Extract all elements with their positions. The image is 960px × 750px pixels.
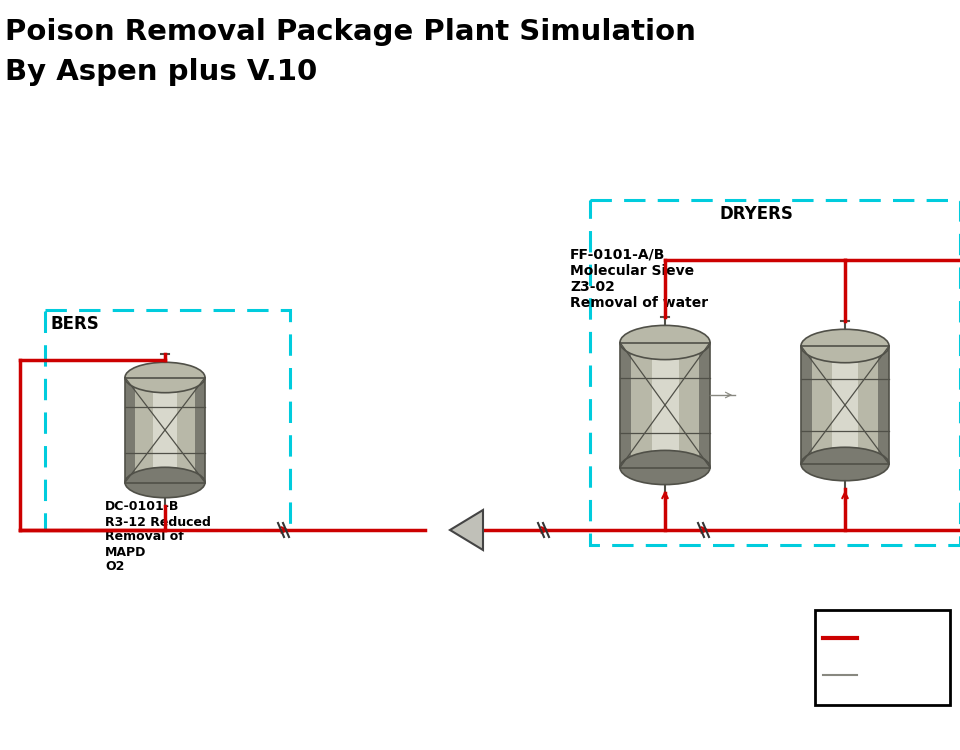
Text: FF-0101-A/B
Molecular Sieve
Z3-02
Removal of water: FF-0101-A/B Molecular Sieve Z3-02 Remova… <box>570 248 708 310</box>
FancyBboxPatch shape <box>620 343 631 467</box>
FancyBboxPatch shape <box>831 346 858 464</box>
FancyBboxPatch shape <box>620 343 710 467</box>
Ellipse shape <box>620 326 710 359</box>
FancyBboxPatch shape <box>196 377 205 482</box>
Polygon shape <box>450 510 483 550</box>
Ellipse shape <box>801 447 889 481</box>
Bar <box>590 200 960 545</box>
Text: BERS: BERS <box>50 315 99 333</box>
Ellipse shape <box>125 362 205 393</box>
Ellipse shape <box>801 329 889 363</box>
Ellipse shape <box>125 467 205 498</box>
Bar <box>815 610 950 705</box>
Text: By Aspen plus V.10: By Aspen plus V.10 <box>5 58 317 86</box>
Bar <box>45 310 290 530</box>
FancyBboxPatch shape <box>153 377 177 482</box>
Text: Poison Removal Package Plant Simulation: Poison Removal Package Plant Simulation <box>5 18 696 46</box>
FancyBboxPatch shape <box>878 346 889 464</box>
FancyBboxPatch shape <box>125 377 205 482</box>
FancyBboxPatch shape <box>652 343 679 467</box>
Text: DC-0101-B
R3-12 Reduced
Removal of
MAPD
O2: DC-0101-B R3-12 Reduced Removal of MAPD … <box>105 500 211 574</box>
Ellipse shape <box>620 451 710 484</box>
FancyBboxPatch shape <box>699 343 710 467</box>
FancyBboxPatch shape <box>125 377 134 482</box>
FancyBboxPatch shape <box>801 346 811 464</box>
Text: Major Str: Major Str <box>863 632 928 644</box>
FancyBboxPatch shape <box>801 346 889 464</box>
Text: Minor Str: Minor Str <box>863 668 928 682</box>
Text: DRYERS: DRYERS <box>719 205 793 223</box>
